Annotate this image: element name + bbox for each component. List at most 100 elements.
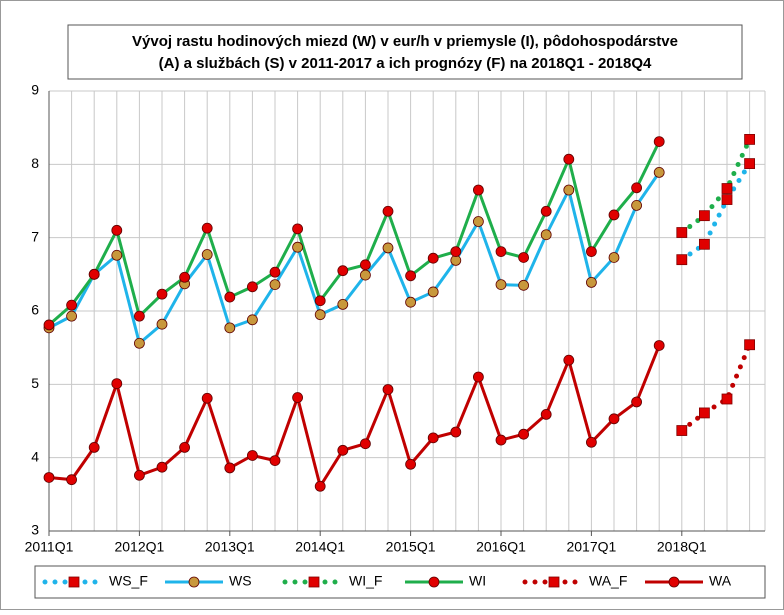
marker — [111, 224, 123, 236]
marker — [472, 371, 484, 383]
marker — [201, 249, 213, 260]
marker — [427, 432, 439, 444]
marker — [359, 438, 371, 450]
marker — [699, 238, 710, 250]
legend-label: WI_F — [349, 573, 382, 589]
marker — [540, 205, 552, 217]
marker — [133, 310, 145, 322]
marker — [668, 576, 680, 588]
marker — [156, 318, 168, 330]
marker — [721, 194, 733, 205]
series-line — [679, 136, 753, 236]
marker — [699, 210, 710, 222]
marker — [676, 254, 688, 266]
marker — [111, 249, 123, 261]
x-tick-label: 2013Q1 — [205, 539, 255, 555]
y-tick-label: 6 — [31, 302, 39, 318]
marker — [246, 450, 258, 461]
marker — [744, 158, 755, 170]
y-tick-label: 9 — [31, 82, 39, 98]
marker — [428, 576, 440, 588]
title-box — [67, 24, 743, 80]
x-tick-label: 2015Q1 — [386, 539, 436, 555]
legend-box — [34, 565, 766, 599]
marker — [156, 461, 168, 473]
marker — [308, 576, 320, 588]
marker — [608, 413, 620, 425]
marker — [292, 241, 304, 253]
x-tick-label: 2011Q1 — [25, 539, 74, 555]
marker — [427, 252, 439, 264]
marker — [631, 199, 642, 211]
marker — [631, 396, 642, 408]
x-tick-label: 2018Q1 — [657, 539, 707, 555]
marker — [548, 576, 560, 588]
marker — [43, 472, 55, 483]
y-tick-label: 8 — [31, 155, 39, 171]
marker — [111, 378, 123, 390]
marker — [337, 444, 349, 456]
marker — [450, 426, 462, 438]
marker — [382, 242, 394, 254]
marker — [586, 436, 597, 448]
marker — [495, 434, 507, 446]
marker — [586, 276, 597, 288]
marker — [586, 246, 597, 258]
series-line — [679, 342, 753, 434]
y-tick-label: 7 — [31, 228, 39, 244]
marker — [721, 183, 733, 194]
marker — [201, 222, 213, 234]
marker — [427, 286, 439, 298]
marker — [246, 281, 258, 293]
marker — [133, 469, 145, 481]
chart-title: (A) a službách (S) v 2011-2017 a ich pro… — [159, 55, 652, 72]
x-tick-label: 2016Q1 — [476, 539, 526, 555]
x-tick-label: 2012Q1 — [114, 539, 164, 555]
marker — [405, 458, 417, 470]
marker — [359, 269, 371, 281]
marker — [518, 279, 529, 291]
marker — [699, 407, 710, 419]
marker — [314, 309, 326, 321]
legend-label: WI — [469, 573, 486, 589]
marker — [518, 252, 529, 263]
marker — [224, 322, 236, 334]
y-tick-label: 4 — [31, 448, 39, 464]
marker — [66, 474, 77, 486]
marker — [43, 319, 55, 331]
y-tick-label: 3 — [31, 522, 39, 538]
marker — [179, 271, 191, 283]
marker — [472, 184, 484, 196]
legend-label: WS — [229, 573, 252, 589]
marker — [676, 227, 688, 238]
marker — [631, 182, 642, 194]
marker — [66, 299, 77, 311]
x-tick-label: 2014Q1 — [295, 539, 345, 555]
series-line — [48, 344, 661, 491]
marker — [269, 266, 281, 278]
marker — [608, 209, 620, 221]
marker — [495, 246, 507, 258]
marker — [133, 337, 145, 349]
series-line — [679, 161, 753, 263]
series-line — [48, 140, 661, 327]
marker — [179, 441, 191, 453]
marker — [88, 441, 100, 453]
marker — [224, 291, 236, 303]
marker — [68, 576, 80, 588]
marker — [540, 229, 552, 241]
marker — [450, 246, 462, 258]
marker — [292, 223, 304, 235]
chart-title: Vývoj rastu hodinových miezd (W) v eur/h… — [132, 33, 678, 50]
legend-label: WA_F — [589, 573, 627, 589]
x-tick-label: 2017Q1 — [566, 539, 616, 555]
marker — [653, 136, 665, 148]
marker — [518, 428, 529, 440]
y-tick-label: 5 — [31, 375, 39, 391]
marker — [269, 279, 281, 291]
marker — [224, 462, 236, 474]
marker — [744, 339, 755, 351]
marker — [405, 270, 417, 282]
